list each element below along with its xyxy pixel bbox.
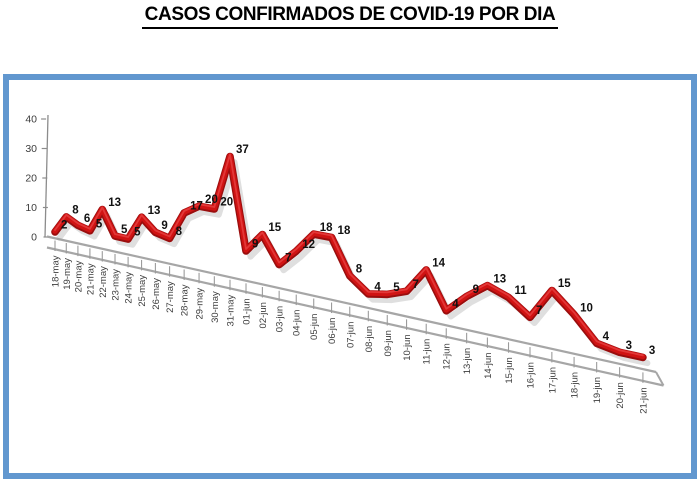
data-point-label: 6 — [84, 213, 90, 225]
data-point-label: 17 — [190, 201, 203, 213]
series-line-highlight — [54, 153, 644, 357]
data-point-label: 13 — [148, 205, 161, 217]
x-axis-label: 21-jun — [638, 387, 649, 413]
x-axis-label: 26-may — [151, 278, 162, 310]
x-axis-label: 15-jun — [504, 357, 515, 383]
data-point-label: 18 — [320, 222, 333, 234]
data-point-label: 11 — [515, 285, 528, 297]
x-axis-label: 16-jun — [526, 362, 537, 388]
x-axis-label: 06-jun — [327, 318, 338, 344]
data-point-label: 12 — [302, 239, 315, 251]
floor-right-edge — [655, 371, 665, 386]
data-point-label: 2 — [61, 220, 67, 232]
data-point-label: 13 — [108, 197, 121, 209]
x-axis-label: 21-may — [85, 263, 96, 295]
data-point-label: 10 — [580, 302, 593, 314]
x-axis-label: 20-may — [73, 260, 84, 292]
data-point-label: 7 — [536, 305, 542, 317]
data-point-label: 8 — [176, 226, 183, 238]
y-axis-line — [44, 114, 49, 238]
data-point-label: 37 — [236, 144, 249, 156]
x-axis-label: 08-jun — [364, 326, 375, 352]
data-point-label: 4 — [452, 298, 459, 310]
data-point-label: 5 — [96, 218, 103, 230]
x-axis-label: 10-jun — [402, 334, 413, 360]
x-axis-label: 19-jun — [592, 377, 603, 403]
data-point-label: 4 — [603, 331, 610, 343]
x-axis-label: 30-may — [210, 291, 221, 323]
x-axis-label: 29-may — [195, 288, 206, 320]
x-axis-label: 11-jun — [422, 339, 433, 365]
data-point-label: 15 — [268, 222, 281, 234]
y-axis-label: 0 — [31, 232, 37, 244]
x-axis-label: 14-jun — [483, 352, 494, 378]
data-point-label: 7 — [413, 279, 419, 291]
x-axis-label: 23-may — [111, 269, 122, 301]
x-axis-label: 01-jun — [242, 298, 253, 324]
x-axis-label: 20-jun — [615, 382, 626, 408]
data-point-label: 9 — [161, 220, 167, 232]
x-axis-label: 25-may — [137, 275, 148, 307]
data-point-label: 18 — [338, 225, 351, 237]
data-point-label: 14 — [432, 258, 445, 270]
data-point-label: 3 — [626, 340, 632, 352]
x-axis-label: 03-jun — [275, 306, 286, 332]
data-point-label: 7 — [285, 252, 291, 264]
x-axis-label: 18-jun — [570, 372, 581, 398]
data-point-label: 8 — [356, 264, 363, 276]
x-axis-label: 24-may — [124, 272, 135, 304]
y-axis-label: 30 — [25, 143, 37, 155]
page-title: CASOS CONFIRMADOS DE COVID-19 POR DIA — [0, 4, 700, 29]
floor-front-edge — [46, 246, 664, 387]
data-point-label: 20 — [220, 197, 233, 209]
data-point-label: 4 — [374, 282, 381, 294]
x-axis-label: 09-jun — [383, 330, 394, 356]
x-axis-label: 02-jun — [258, 302, 269, 328]
x-axis-label: 28-may — [180, 284, 191, 316]
data-point-label: 8 — [72, 205, 79, 217]
data-point-label: 5 — [393, 282, 400, 294]
x-axis-label: 31-may — [225, 295, 236, 327]
y-axis-label: 10 — [25, 202, 37, 214]
x-axis-label: 04-jun — [292, 310, 303, 336]
data-point-label: 13 — [493, 273, 506, 285]
data-point-label: 9 — [473, 284, 479, 296]
data-point-label: 5 — [134, 227, 141, 239]
data-point-label: 3 — [649, 345, 655, 357]
x-axis-label: 13-jun — [462, 348, 473, 374]
data-point-label: 5 — [121, 224, 128, 236]
data-point-label: 15 — [558, 278, 571, 290]
x-axis-label: 05-jun — [309, 314, 320, 340]
x-axis-label: 07-jun — [345, 322, 356, 348]
floor-back-edge — [46, 235, 657, 374]
y-axis-label: 20 — [25, 173, 37, 185]
x-axis-label: 17-jun — [547, 367, 558, 393]
data-point-label: 9 — [252, 239, 258, 251]
data-point-label: 20 — [205, 194, 218, 206]
x-axis-label: 27-may — [165, 281, 176, 313]
x-axis-label: 22-may — [98, 266, 109, 298]
x-axis-label: 12-jun — [442, 343, 453, 369]
y-axis-label: 40 — [25, 114, 37, 126]
x-axis-label: 19-may — [62, 258, 73, 290]
page-title-text: CASOS CONFIRMADOS DE COVID-19 POR DIA — [141, 4, 559, 29]
x-axis-label: 18-may — [51, 255, 62, 287]
